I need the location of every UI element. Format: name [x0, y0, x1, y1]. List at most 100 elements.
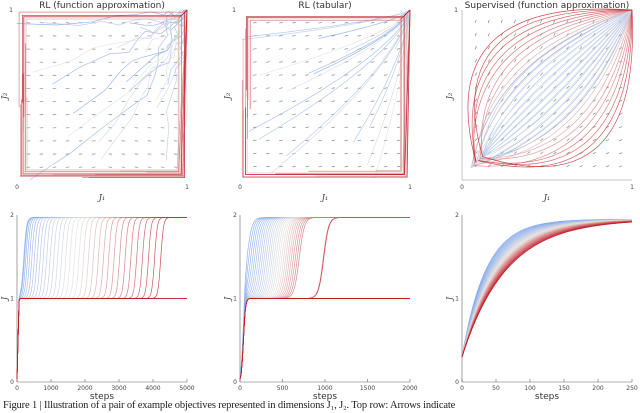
vector-field-arrow [305, 22, 309, 24]
trajectory-line [95, 9, 188, 175]
x-axis-label: steps [313, 392, 337, 402]
y-tick-label: 2 [455, 212, 459, 219]
vector-field-arrow [527, 125, 531, 128]
vector-field-arrow [266, 152, 270, 155]
vector-field-arrow [540, 59, 543, 63]
vector-field-arrow [318, 139, 322, 142]
y-tick-label: 2 [233, 212, 237, 219]
vector-field-arrow [500, 72, 504, 76]
vector-field-arrow [318, 87, 322, 89]
vector-field-arrow [383, 87, 388, 89]
vector-field-arrow [618, 126, 623, 129]
x-tick-label: 2000 [402, 385, 417, 392]
x-tick-label: 1 [408, 184, 412, 191]
x-tick-label: 0 [238, 184, 242, 191]
x-tick-label: 100 [524, 385, 536, 392]
vector-field-arrow [370, 113, 375, 115]
vector-field-arrow [266, 165, 270, 168]
vector-field-arrow [331, 165, 336, 168]
vector-field-arrow [383, 48, 388, 50]
vector-field-arrow [279, 61, 283, 63]
vector-field-arrow [500, 85, 504, 89]
trajectory-line [477, 9, 633, 164]
y-axis-label: J₂ [223, 93, 232, 101]
trajectory-line [245, 9, 411, 91]
subplot-1: RL (function approximation) J₁ J₂ 0 1 1 [0, 1, 189, 202]
trajectory-line [481, 9, 633, 157]
vector-field-arrow [383, 126, 388, 129]
vector-field-arrow [305, 126, 309, 129]
vector-field-arrow [474, 111, 478, 115]
vector-field-arrow [331, 139, 336, 142]
vector-field-arrow [527, 19, 529, 24]
trajectory-line [482, 9, 633, 156]
vector-field-arrow [279, 74, 283, 76]
subplot-3: Supervised (function approximation) J₁ J₂ 0… [445, 1, 634, 202]
vector-field-arrow [266, 100, 270, 102]
vector-field-arrow [305, 100, 309, 102]
trajectory-line [309, 9, 411, 178]
vector-field-arrow [370, 48, 375, 50]
vector-field-arrow [592, 112, 596, 115]
vector-field-arrow [487, 19, 490, 24]
vector-field-arrow [500, 124, 504, 128]
vector-field-arrow [579, 46, 583, 50]
vector-field-arrow [540, 111, 544, 115]
vector-field-arrow [344, 74, 349, 76]
y-tick-label: 1 [454, 7, 458, 14]
vector-field-arrow [396, 165, 401, 168]
vector-field-arrow [513, 19, 516, 24]
vector-field-arrow [474, 72, 478, 76]
trajectory-line [471, 9, 633, 167]
vector-field-arrow [605, 112, 610, 115]
vector-field-arrow [279, 126, 283, 129]
vector-field-arrow [344, 152, 349, 155]
vector-field-arrow [592, 151, 597, 155]
trajectory-line [242, 9, 411, 178]
subplot-6: 0 50 100 150 200 250 0 1 2 steps J [445, 212, 638, 402]
vector-field-arrow [357, 152, 362, 155]
vector-field-arrow [292, 48, 296, 50]
vector-field-arrow [487, 98, 491, 102]
y-tick-label: 2 [10, 212, 14, 219]
vector-field-arrow [292, 22, 296, 24]
vector-field-arrow [605, 165, 610, 168]
trajectory-line [67, 9, 188, 138]
learning-curve [239, 298, 410, 380]
vector-field-arrow [253, 152, 257, 155]
trajectory-line [479, 9, 633, 160]
vector-field-arrow [383, 74, 388, 76]
trajectory-line [481, 9, 633, 167]
vector-field-arrow [383, 165, 388, 168]
vector-field-arrow [292, 74, 296, 76]
trajectory-line [249, 9, 411, 110]
vector-field-arrow [370, 126, 375, 129]
x-axis-label: J₁ [97, 193, 105, 202]
vector-field-arrow [357, 165, 362, 168]
learning-curve [16, 298, 187, 380]
y-axis-label: J₂ [0, 93, 9, 101]
trajectory-line [23, 9, 188, 132]
x-tick-label: 1 [185, 184, 189, 191]
vector-field-arrow [279, 87, 283, 89]
vector-field-arrow [305, 152, 309, 155]
vector-field-arrow [266, 126, 270, 129]
vector-field-arrow [553, 112, 557, 115]
vector-field-arrow [592, 138, 597, 142]
trajectory-line [473, 9, 633, 165]
trajectory-line [467, 8, 633, 163]
subplot-4: 0 1000 2000 3000 4000 5000 0 1 2 steps J [0, 212, 195, 402]
vector-field-arrow [605, 99, 610, 102]
subplot-2: RL (tabular) J₁ J₂ 0 1 1 [223, 1, 412, 202]
vector-field-arrow [540, 72, 543, 76]
trajectory-line [479, 9, 633, 160]
trajectory-line [246, 9, 411, 174]
learning-curve [16, 298, 187, 380]
vector-field-arrow [344, 87, 349, 89]
vector-field-arrow [305, 87, 309, 89]
vector-field-arrow [279, 22, 283, 24]
vector-field-arrow [500, 19, 503, 24]
vector-field-arrow [605, 73, 610, 76]
x-tick-label: 0 [460, 385, 464, 392]
vector-field-arrow [253, 48, 257, 50]
